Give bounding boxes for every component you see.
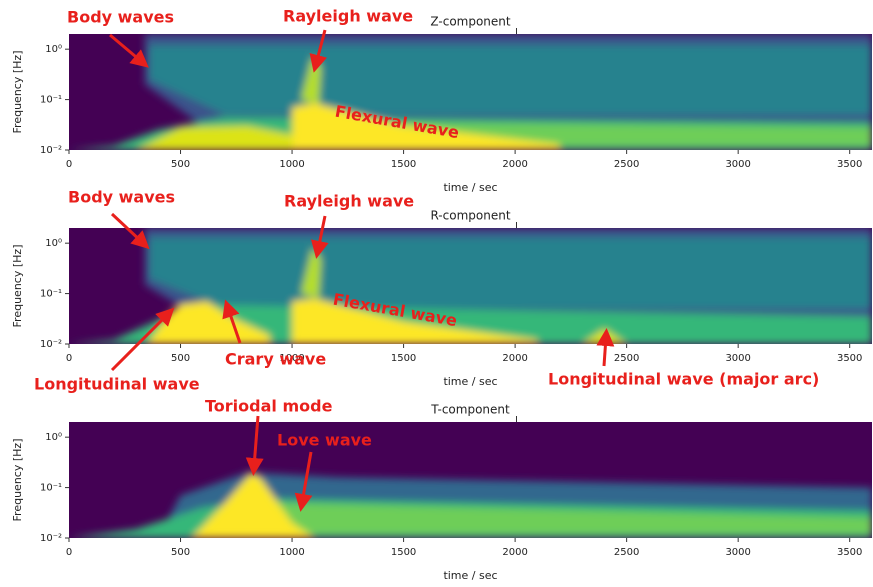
- x-tick-label: 1000: [279, 547, 304, 558]
- x-tick-label: 2000: [502, 353, 527, 364]
- annotation-arrow: [309, 29, 328, 73]
- annotation: Longitudinal wave: [34, 375, 200, 394]
- y-tick-label: 10⁰: [45, 432, 62, 443]
- x-tick-label: 1500: [391, 353, 416, 364]
- panel: T-component 0 500 1000 1500 2000 2500 3000 3500 1…: [11, 397, 872, 582]
- annotation-arrow: [596, 328, 615, 367]
- x-tick-label: 2500: [614, 159, 639, 170]
- spectrogram-region: [301, 248, 322, 299]
- spectrogram: [69, 34, 872, 150]
- x-tick-label: 0: [66, 159, 72, 170]
- annotation-arrow: [110, 212, 150, 250]
- y-tick-label: 10⁰: [45, 44, 62, 55]
- panel: R-component 0 500 1000 1500 2000 2500 3000 3500 1…: [11, 188, 872, 394]
- spectrogram-texture: [69, 34, 872, 150]
- x-tick-label: 1500: [391, 159, 416, 170]
- spectrogram-region: [149, 237, 872, 309]
- spectrogram: [69, 228, 872, 344]
- annotation-arrow: [294, 451, 313, 512]
- spectrogram-region: [135, 125, 293, 150]
- spectrogram-region: [191, 472, 315, 538]
- x-tick-label: 2500: [614, 547, 639, 558]
- x-tick-label: 2500: [614, 353, 639, 364]
- panel: Z-component 0 500 1000 1500 2000 2500 3000 3500 1…: [11, 7, 872, 194]
- x-tick-label: 0: [66, 547, 72, 558]
- x-tick-label: 3500: [837, 353, 862, 364]
- x-tick-label: 2000: [502, 547, 527, 558]
- y-axis-label: Frequency [Hz]: [11, 439, 24, 522]
- y-axis-label: Frequency [Hz]: [11, 245, 24, 328]
- annotation-arrow: [110, 307, 175, 372]
- y-tick-label: 10⁻¹: [40, 483, 62, 494]
- annotation: Rayleigh wave: [284, 192, 414, 211]
- spectrogram-region: [292, 298, 538, 344]
- panel-title: T-component: [430, 403, 510, 417]
- x-tick-label: 3000: [725, 353, 750, 364]
- x-tick-label: 3000: [725, 159, 750, 170]
- y-axis-label: Frequency [Hz]: [11, 51, 24, 134]
- x-tick-label: 3500: [837, 159, 862, 170]
- annotation-arrow: [109, 33, 149, 68]
- panel-title: R-component: [430, 209, 510, 223]
- x-tick-label: 3500: [837, 547, 862, 558]
- annotation-arrow: [310, 215, 329, 259]
- annotation: Body waves: [67, 8, 174, 27]
- x-tick-label: 3000: [725, 547, 750, 558]
- x-tick-label: 1000: [279, 353, 304, 364]
- annotation: Rayleigh wave: [283, 7, 413, 26]
- x-tick-label: 2000: [502, 159, 527, 170]
- spectrogram-region: [149, 45, 872, 115]
- x-axis-label: time / sec: [443, 375, 497, 388]
- y-tick-label: 10⁻¹: [40, 289, 62, 300]
- x-tick-label: 500: [171, 159, 190, 170]
- spectrogram-region: [292, 103, 560, 150]
- x-tick-label: 1000: [279, 159, 304, 170]
- y-tick-label: 10⁰: [45, 238, 62, 249]
- x-axis-label: time / sec: [443, 569, 497, 582]
- spectrogram: [69, 422, 872, 538]
- annotation: Body waves: [68, 188, 175, 207]
- annotation: Love wave: [277, 431, 372, 450]
- annotation: Crary wave: [225, 350, 326, 369]
- x-tick-label: 1500: [391, 547, 416, 558]
- annotation-arrow: [222, 299, 242, 344]
- x-tick-label: 500: [171, 353, 190, 364]
- spectrogram-region: [269, 502, 872, 534]
- spectrogram-region: [147, 301, 270, 344]
- x-tick-label: 0: [66, 353, 72, 364]
- annotation-arrow: [245, 415, 264, 476]
- panel-title: Z-component: [430, 15, 511, 29]
- y-tick-label: 10⁻²: [40, 533, 62, 544]
- spectrogram-region: [69, 304, 872, 344]
- annotation: Longitudinal wave (major arc): [548, 370, 819, 389]
- y-tick-label: 10⁻²: [40, 339, 62, 350]
- y-tick-label: 10⁻²: [40, 145, 62, 156]
- spectrogram-texture: [69, 472, 872, 538]
- spectrogram-texture: [69, 228, 872, 344]
- x-axis-label: time / sec: [443, 181, 497, 194]
- annotation: Toriodal mode: [205, 397, 333, 416]
- y-tick-label: 10⁻¹: [40, 95, 62, 106]
- x-tick-label: 500: [171, 547, 190, 558]
